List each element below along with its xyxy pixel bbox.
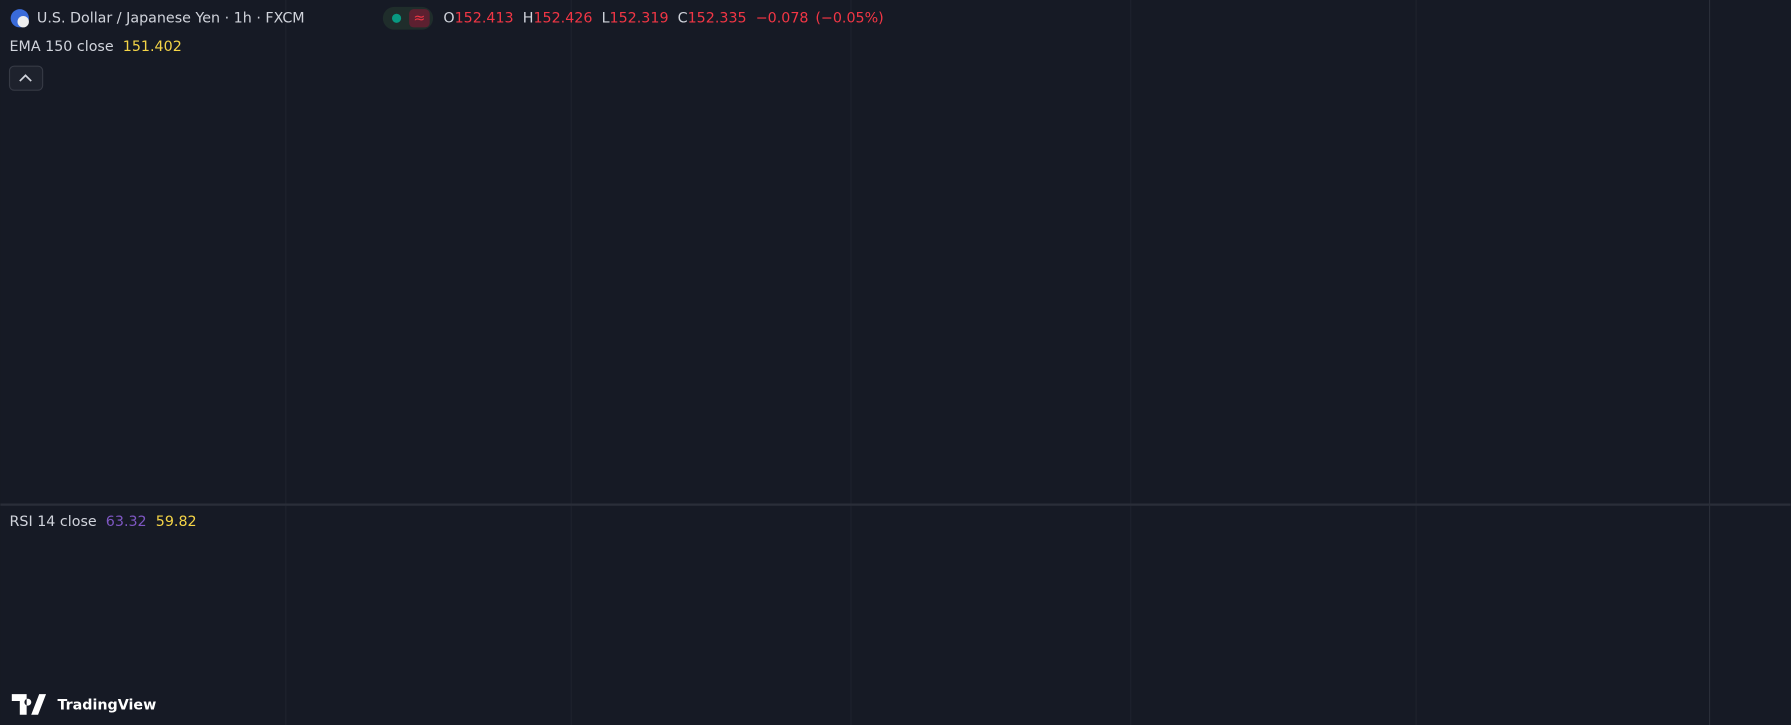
ohlc-value: 152.413 xyxy=(455,10,514,26)
ohlc-label: L xyxy=(602,10,610,26)
ema-name: EMA 150 close xyxy=(10,39,114,55)
ohlc-value: 152.319 xyxy=(610,10,669,26)
rsi-legend: RSI 14 close 63.32 59.82 xyxy=(10,514,197,530)
rsi-value: 63.32 xyxy=(106,514,147,530)
ohlc-label: C xyxy=(678,10,688,26)
symbol-icon xyxy=(17,15,29,28)
delay-icon xyxy=(409,9,430,28)
change-percent: (−0.05%) xyxy=(815,10,883,26)
ohlc-value: 152.426 xyxy=(533,10,592,26)
brand-logo: TradingView xyxy=(11,694,156,715)
symbol-title: U.S. Dollar / Japanese Yen · 1h · FXCM xyxy=(37,10,305,26)
ohlc-value: 152.335 xyxy=(688,10,747,26)
ema-value: 151.402 xyxy=(123,39,182,55)
rsi-title: RSI 14 close xyxy=(10,514,97,530)
collapse-icon xyxy=(19,74,32,82)
market-status xyxy=(391,13,402,23)
delay-icon: ≈ xyxy=(413,10,425,26)
header: U.S. Dollar / Japanese Yen · 1h · FXCM xyxy=(37,10,305,26)
rsi-ma-value: 59.82 xyxy=(156,514,197,530)
collapse-button[interactable] xyxy=(8,65,44,91)
vertical-grid xyxy=(285,0,1417,725)
change: −0.078 xyxy=(756,10,809,26)
svg-text:TradingView: TradingView xyxy=(57,698,156,714)
ohlc-label: H xyxy=(523,10,534,26)
ema-legend: EMA 150 close 151.402 xyxy=(10,39,182,55)
ohlc-legend: O152.413 H152.426 L152.319 C152.335 −0.0… xyxy=(443,10,883,26)
ohlc-label: O xyxy=(443,10,454,26)
